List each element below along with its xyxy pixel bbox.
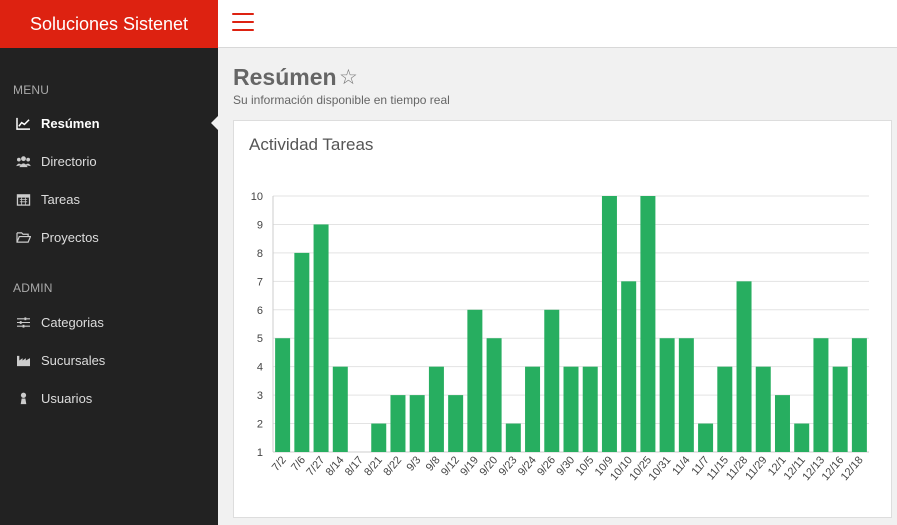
chart-bar — [563, 366, 579, 452]
chart-bar — [813, 338, 829, 452]
x-tick-label: 10/31 — [647, 454, 674, 483]
sidebar-item-label: Tareas — [41, 191, 81, 207]
x-tick-label: 9/3 — [404, 454, 423, 473]
industry-icon — [15, 353, 31, 367]
chart-bar — [678, 338, 694, 452]
chart-bar — [371, 423, 387, 452]
chart-bar — [409, 395, 425, 452]
y-tick-label: 2 — [257, 419, 263, 431]
sidebar-section-menu: MENU — [13, 83, 50, 97]
chart-bar — [698, 423, 714, 452]
chart-bar — [390, 395, 406, 452]
x-tick-label: 10/5 — [574, 454, 597, 478]
sidebar-item-label: Sucursales — [41, 352, 106, 368]
y-tick-label: 3 — [257, 390, 263, 402]
user-icon — [15, 391, 31, 405]
sidebar-item-proyectos[interactable]: Proyectos — [0, 222, 218, 252]
sidebar-item-tareas[interactable]: Tareas — [0, 184, 218, 214]
chart-bar — [774, 395, 790, 452]
chart-bar — [717, 366, 733, 452]
x-tick-label: 8/21 — [362, 454, 385, 478]
activity-card: Actividad Tareas 1 2 3 4 5 6 7 8 9 10 7/2 7/6 7/27 8/… — [233, 120, 892, 518]
line-chart-icon — [15, 116, 31, 130]
chart-bar — [544, 309, 560, 452]
chart-bar — [294, 252, 310, 452]
chart-bar — [505, 423, 521, 452]
sidebar-item-label: Categorias — [41, 314, 104, 330]
sidebar-item-categorias[interactable]: Categorias — [0, 307, 218, 337]
chart-bar — [467, 309, 483, 452]
x-tick-label: 9/12 — [439, 454, 462, 478]
calendar-icon — [15, 192, 31, 206]
menu-toggle-icon[interactable] — [232, 13, 254, 31]
chart-bar — [428, 366, 444, 452]
folder-open-icon — [15, 230, 31, 244]
brand-logo[interactable]: Soluciones Sistenet — [0, 0, 218, 48]
chart-bar — [755, 366, 771, 452]
y-tick-label: 4 — [257, 362, 263, 374]
y-tick-label: 5 — [257, 333, 263, 345]
chart-bar — [486, 338, 502, 452]
chart-bar — [582, 366, 598, 452]
y-tick-label: 6 — [257, 305, 263, 317]
x-tick-label: 9/23 — [497, 454, 520, 478]
chart-bar — [640, 196, 656, 452]
x-tick-label: 9/26 — [535, 454, 558, 478]
y-tick-label: 8 — [257, 248, 263, 260]
y-tick-label: 7 — [257, 276, 263, 288]
sidebar-section-admin: ADMIN — [13, 281, 53, 295]
x-tick-label: 11/29 — [743, 454, 769, 482]
chart-bar — [832, 366, 848, 452]
sliders-icon — [15, 315, 31, 329]
chart-bar — [448, 395, 464, 452]
x-tick-label: 12/18 — [839, 454, 866, 483]
chart-bar — [313, 224, 329, 452]
chart-bar — [736, 281, 752, 452]
sidebar-item-label: Usuarios — [41, 390, 93, 406]
star-outline-icon[interactable]: ☆ — [339, 66, 358, 89]
page-subtitle: Su información disponible en tiempo real — [233, 93, 450, 107]
x-tick-label: 8/17 — [343, 454, 366, 478]
chart-bar — [794, 423, 810, 452]
chart-bar — [659, 338, 675, 452]
page-title: Resúmen — [233, 64, 337, 90]
x-tick-label: 8/22 — [381, 454, 404, 478]
x-tick-label: 8/14 — [324, 454, 347, 478]
users-icon — [15, 154, 31, 168]
chart-bar — [332, 366, 348, 452]
chart-bar — [601, 196, 617, 452]
sidebar-item-label: Resúmen — [41, 115, 100, 131]
chart-bar — [275, 338, 291, 452]
x-tick-label: 9/30 — [554, 454, 577, 478]
sidebar-item-label: Proyectos — [41, 229, 99, 245]
y-tick-label: 1 — [257, 447, 263, 459]
sidebar-item-label: Directorio — [41, 153, 97, 169]
x-tick-label: 11/4 — [670, 454, 692, 477]
chart-bar — [621, 281, 637, 452]
chart-bar — [851, 338, 867, 452]
sidebar-item-directorio[interactable]: Directorio — [0, 146, 218, 176]
x-tick-label: 9/20 — [477, 454, 500, 478]
chart-bar — [525, 366, 541, 452]
y-tick-label: 10 — [251, 191, 263, 203]
brand-name: Soluciones Sistenet — [29, 13, 189, 34]
x-tick-label: 7/27 — [304, 454, 327, 478]
top-bar — [218, 0, 897, 48]
card-title: Actividad Tareas — [249, 135, 374, 154]
sidebar: MENU Resúmen Directorio Tareas Proyectos… — [0, 48, 218, 525]
x-tick-label: 9/24 — [516, 454, 539, 478]
sidebar-item-usuarios[interactable]: Usuarios — [0, 383, 218, 413]
x-tick-label: 7/2 — [270, 454, 289, 473]
sidebar-item-sucursales[interactable]: Sucursales — [0, 345, 218, 375]
y-tick-label: 9 — [257, 219, 263, 231]
x-tick-label: 9/19 — [458, 454, 481, 478]
sidebar-item-resumen[interactable]: Resúmen — [0, 108, 218, 138]
